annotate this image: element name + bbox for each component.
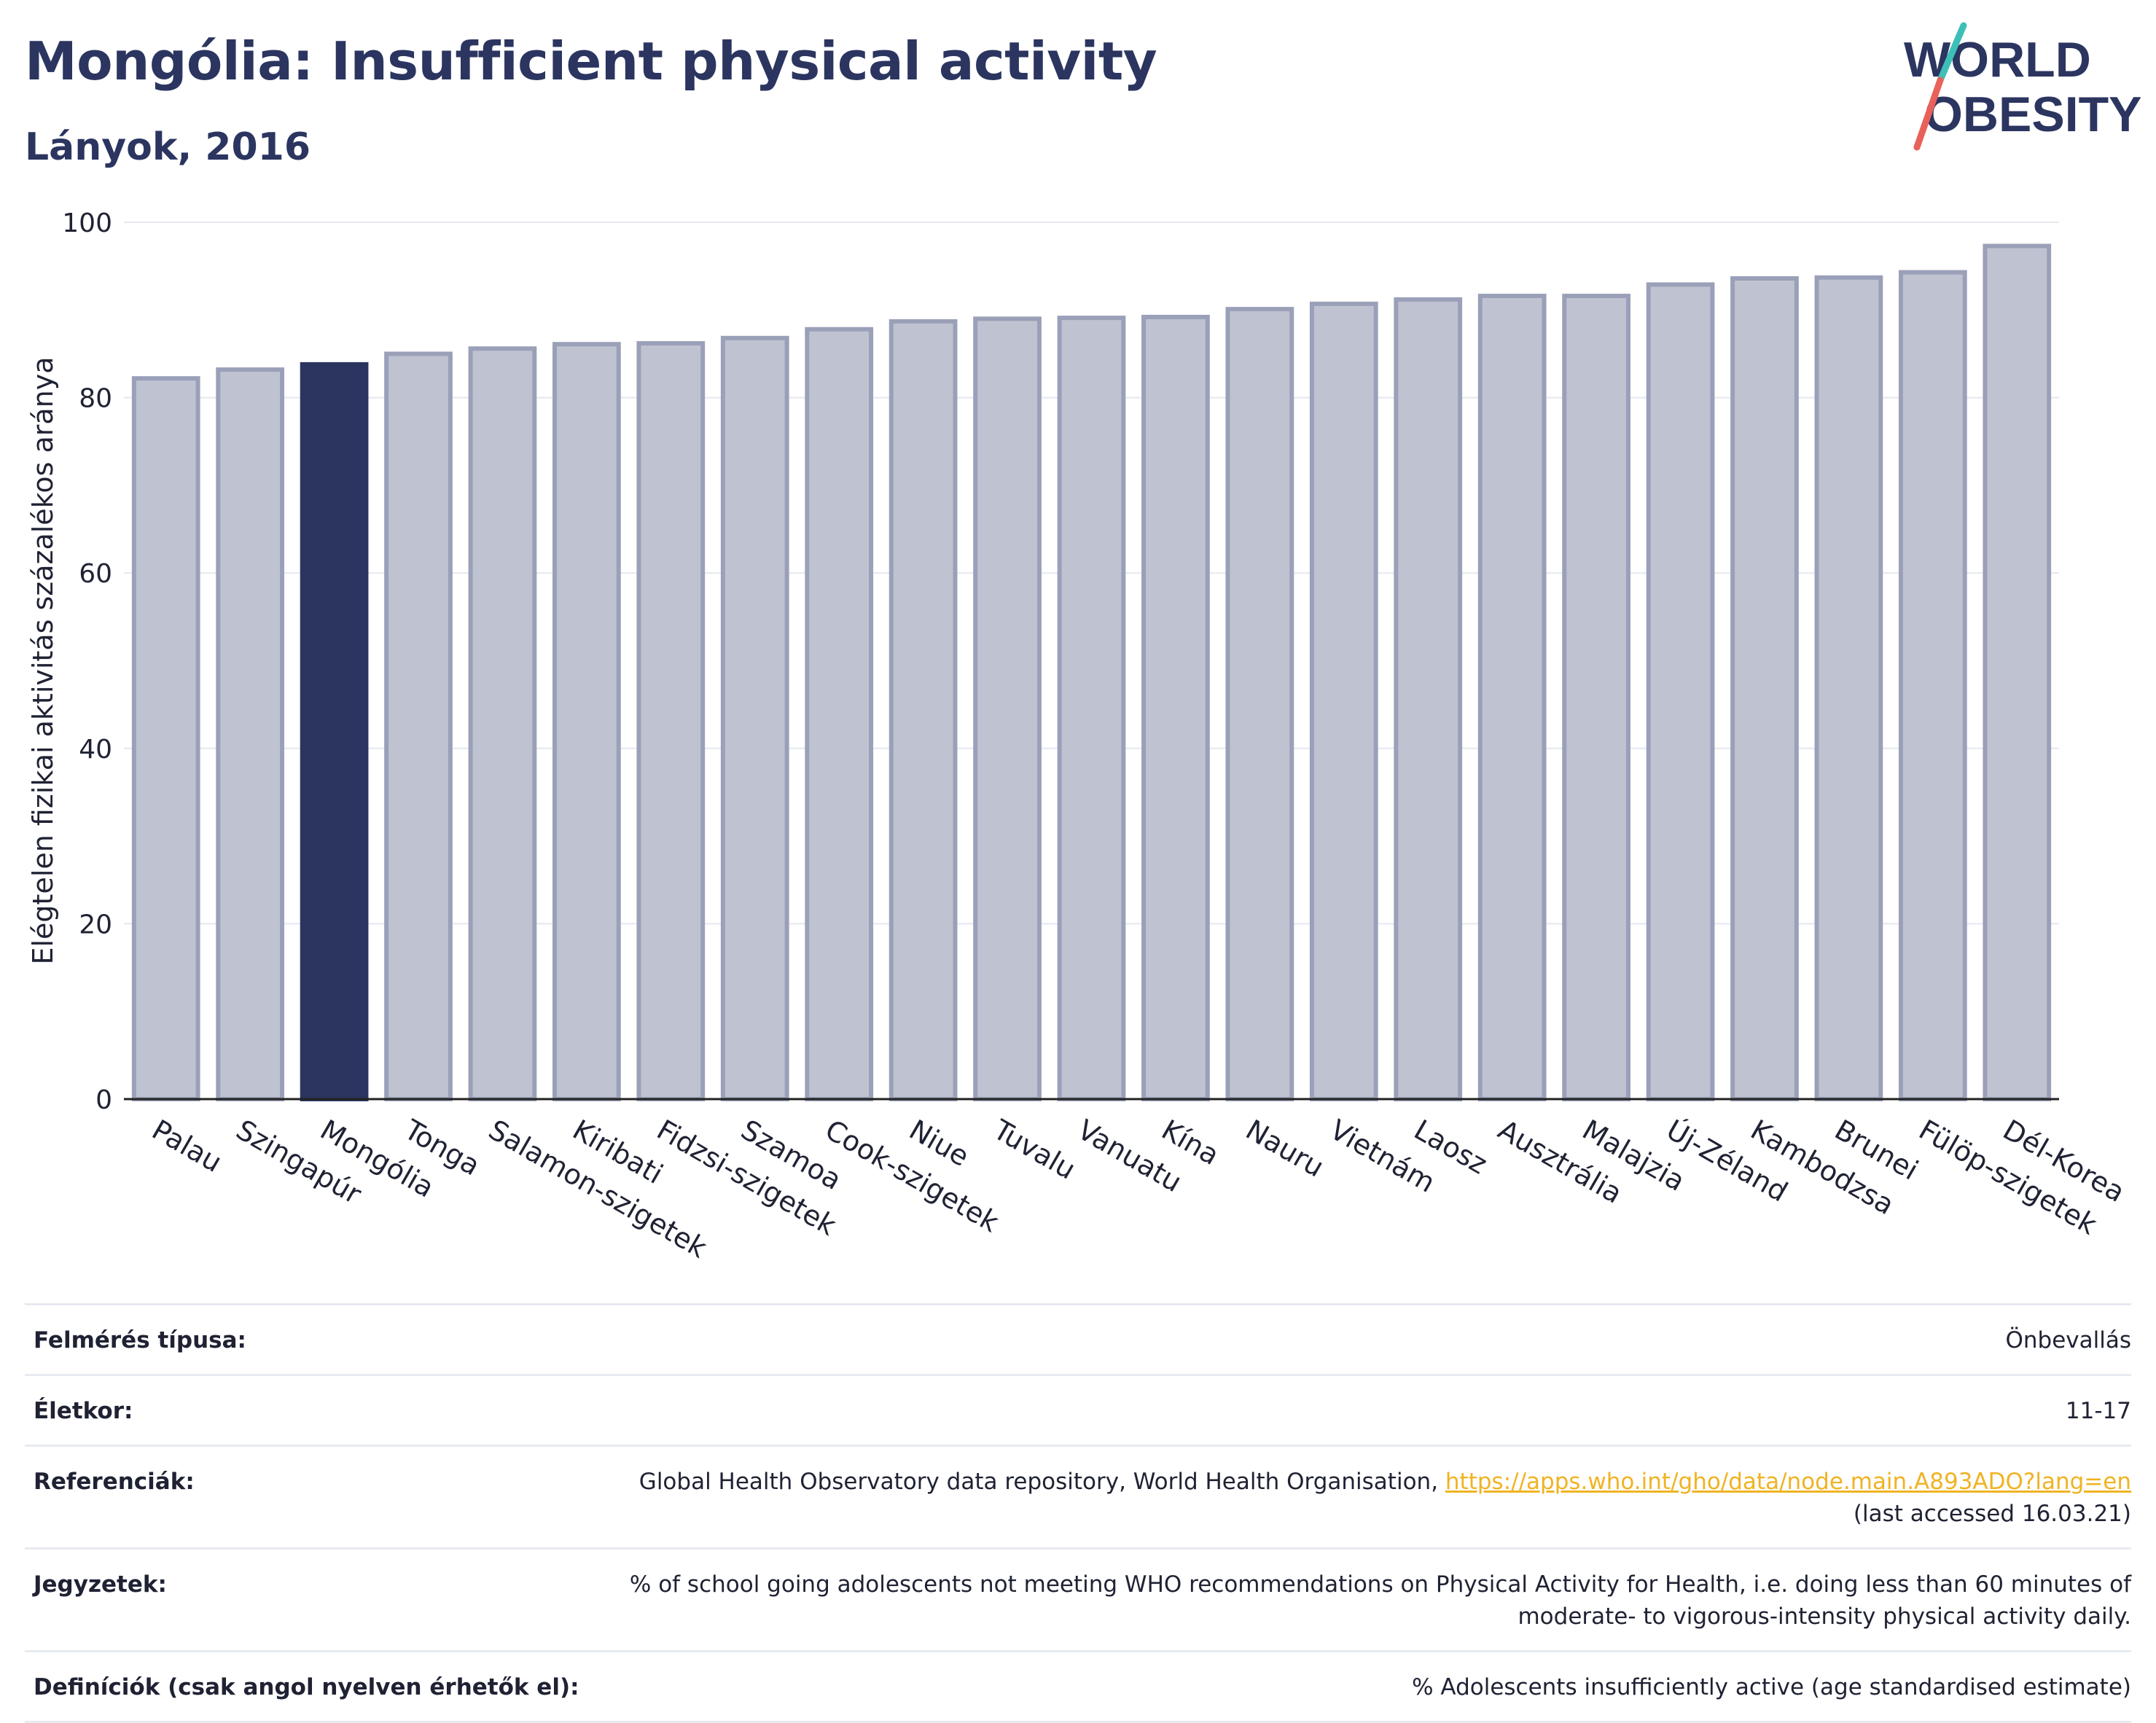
metadata-table: Felmérés típusa: Önbevallás Életkor: 11-… (25, 1303, 2131, 1723)
x-tick-labels: Palau SzingapúrMongóliaTongaSalamon-szige… (147, 1113, 2130, 1264)
meta-row-references: Referenciák: Global Health Observatory d… (25, 1445, 2131, 1547)
logo-line2: OBESITY (1924, 87, 2142, 142)
bar (1730, 276, 1799, 1102)
bar (384, 351, 453, 1101)
x-tick-label: Tuvalu (988, 1113, 1081, 1186)
bar (888, 319, 958, 1102)
meta-label: Felmérés típusa: (34, 1327, 246, 1353)
bar (1562, 294, 1630, 1101)
y-tick-label: 40 (79, 735, 112, 765)
bar (1309, 301, 1378, 1101)
y-tick-label: 0 (95, 1085, 112, 1115)
bar (216, 367, 285, 1101)
meta-label: Referenciák: (34, 1469, 195, 1495)
bar (1141, 314, 1210, 1102)
meta-row-definitions: Definíciók (csak angol nyelven érhetők e… (25, 1650, 2131, 1723)
bar (1898, 270, 1967, 1101)
y-tick-labels: 0 20 40 60 80 100 (62, 208, 112, 1115)
bars (131, 243, 2052, 1102)
reference-text: Global Health Observatory data repositor… (638, 1469, 1445, 1495)
logo-slash-bottom (1913, 77, 1944, 151)
y-tick-label: 60 (79, 559, 112, 589)
bar (468, 346, 537, 1101)
bar (300, 362, 369, 1102)
meta-value: % Adolescents insufficiently active (age… (1412, 1674, 2131, 1700)
bar (636, 341, 706, 1101)
bar (1225, 307, 1294, 1101)
bar (805, 327, 874, 1102)
bar (973, 316, 1042, 1102)
bar (552, 342, 621, 1101)
chart-title: Mongólia: Insufficient physical activity (25, 31, 1157, 92)
bar (1646, 282, 1715, 1102)
y-axis-label: Elégtelen fizikai aktivitás százalékos a… (27, 356, 59, 964)
bar (1983, 243, 2052, 1102)
bar (1057, 316, 1126, 1102)
meta-label: Definíciók (csak angol nyelven érhetők e… (34, 1674, 579, 1700)
meta-label: Jegyzetek: (34, 1571, 167, 1598)
meta-label: Életkor: (34, 1398, 133, 1424)
meta-value: 11-17 (2065, 1398, 2131, 1424)
reference-accessed: (last accessed 16.03.21) (1853, 1501, 2131, 1527)
logo-line1: WORLD (1904, 32, 2091, 87)
chart-subtitle: Lányok, 2016 (25, 125, 311, 169)
meta-row-notes: Jegyzetek: % of school going adolescents… (25, 1547, 2131, 1650)
bar (1477, 294, 1547, 1101)
bar-chart: 0 20 40 60 80 100 Palau SzingapúrMongóliaTonga… (27, 208, 2130, 1264)
meta-row-survey-type: Felmérés típusa: Önbevallás (25, 1303, 2131, 1374)
meta-row-age: Életkor: 11-17 (25, 1374, 2131, 1445)
y-tick-label: 100 (62, 208, 112, 238)
bar (1394, 297, 1463, 1101)
bar (720, 335, 789, 1101)
meta-value: % of school going adolescents not meetin… (629, 1571, 2131, 1630)
y-tick-label: 80 (79, 384, 112, 414)
logo-slash-top (1937, 22, 1967, 84)
x-tick-label: Palau (147, 1114, 227, 1179)
y-tick-label: 20 (79, 910, 112, 939)
reference-link[interactable]: https://apps.who.int/gho/data/node.main.… (1445, 1469, 2131, 1495)
world-obesity-logo: WORLD OBESITY (1904, 22, 2142, 151)
bar (1814, 275, 1883, 1102)
bar (131, 376, 200, 1102)
meta-value: Global Health Observatory data repositor… (639, 1466, 2131, 1530)
meta-value: Önbevallás (2005, 1327, 2131, 1353)
x-tick-label: Nauru (1241, 1114, 1329, 1184)
